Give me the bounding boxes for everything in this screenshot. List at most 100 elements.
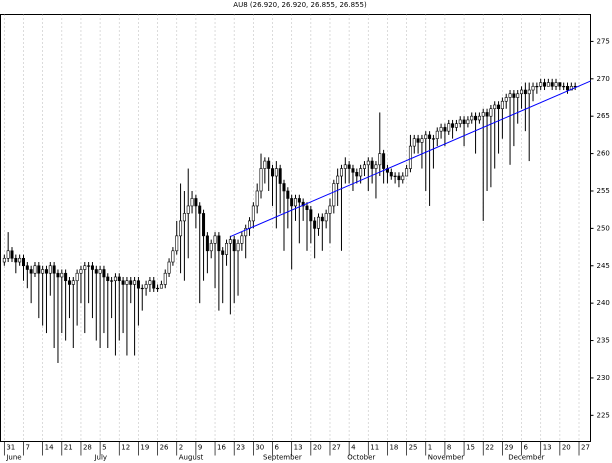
candle-body (278, 168, 282, 184)
candle-body (405, 168, 409, 177)
candle-body (520, 89, 524, 95)
month-label: September (263, 454, 302, 462)
candle-body (366, 160, 370, 166)
candle-body (523, 89, 527, 95)
y-tick-label: 235 (597, 337, 610, 345)
candle-body (232, 239, 236, 252)
x-tick-label: 27 (581, 444, 590, 452)
month-label: July (93, 454, 107, 462)
x-tick-label: 31 (6, 444, 15, 452)
candle-body (309, 209, 313, 222)
candle-body (343, 164, 347, 169)
candle-body (489, 108, 493, 117)
y-tick-label: 245 (597, 262, 610, 270)
candle-body (389, 171, 393, 177)
x-tick-label: 1 (428, 444, 432, 452)
candle-body (79, 269, 83, 274)
candle-body (263, 160, 267, 169)
candle-body (182, 213, 186, 222)
candle-body (301, 201, 305, 207)
x-tick-label: 30 (255, 444, 264, 452)
candle-body (412, 138, 416, 147)
candle-body (186, 205, 190, 214)
x-tick-label: 2 (179, 444, 183, 452)
candle-body (462, 119, 466, 124)
x-tick-label: 5 (102, 444, 106, 452)
candle-body (347, 164, 351, 169)
candle-body (508, 93, 512, 98)
candle-body (370, 160, 374, 169)
candle-body (225, 243, 229, 255)
candle-body (500, 100, 504, 110)
candle-body (297, 198, 301, 203)
candle-body (21, 257, 25, 267)
candle-body (148, 280, 152, 285)
candle-body (129, 280, 133, 285)
candle-body (420, 138, 424, 143)
month-label: August (179, 454, 204, 462)
candle-body (516, 93, 520, 98)
candle-body (290, 198, 294, 207)
candle-body (566, 85, 570, 91)
candle-body (60, 272, 64, 278)
x-tick-label: 19 (140, 444, 149, 452)
candle-body (163, 272, 167, 285)
candle-body (152, 280, 156, 289)
x-tick-label: 6 (524, 444, 529, 452)
candle-body (274, 168, 278, 177)
x-tick-label: 13 (543, 444, 552, 452)
candle-body (397, 175, 401, 181)
candle-body (550, 82, 554, 87)
candle-body (543, 82, 547, 87)
y-tick-label: 240 (597, 299, 610, 307)
candle-body (569, 85, 573, 91)
candle-body (512, 93, 516, 98)
candle-body (48, 265, 52, 274)
candle-body (428, 134, 432, 139)
candle-body (10, 250, 14, 259)
x-tick-label: 20 (313, 444, 322, 452)
candle-body (113, 276, 117, 282)
candle-body (443, 127, 447, 132)
candle-body (328, 205, 332, 214)
candle-body (144, 284, 148, 289)
candle-body (175, 235, 179, 252)
candle-body (504, 97, 508, 102)
candle-body (75, 272, 79, 282)
candle-body (117, 276, 121, 282)
candle-body (339, 168, 343, 177)
candle-body (351, 168, 355, 173)
candle-body (190, 198, 194, 207)
x-tick-label: 22 (485, 444, 494, 452)
candle-body (535, 85, 539, 88)
candle-body (140, 287, 144, 290)
x-tick-label: 6 (275, 444, 280, 452)
month-label: October (347, 454, 375, 462)
candle-body (159, 284, 163, 289)
month-label: November (428, 454, 465, 462)
y-tick-label: 270 (597, 75, 610, 83)
candle-body (221, 250, 225, 255)
candle-body (102, 269, 106, 278)
x-tick-label: 9 (198, 444, 202, 452)
y-tick-label: 260 (597, 150, 610, 158)
candle-body (359, 168, 363, 177)
candle-body (259, 168, 263, 192)
x-tick-label: 12 (121, 444, 130, 452)
candle-body (408, 145, 412, 169)
candle-body (248, 220, 252, 229)
candle-body (179, 220, 183, 237)
candle-body (87, 265, 91, 267)
candle-body (90, 265, 94, 270)
candle-body (546, 82, 550, 87)
candle-body (2, 257, 6, 263)
candle-body (293, 198, 297, 207)
candle-body (125, 280, 129, 285)
candle-body (431, 138, 435, 140)
candle-body (447, 123, 451, 132)
chart-title: AU8 (26.920, 26.920, 26.855, 26.855) (233, 1, 367, 9)
x-tick-label: 14 (45, 444, 54, 452)
candle-body (439, 127, 443, 132)
candle-body (29, 269, 33, 274)
candle-body (332, 183, 336, 207)
